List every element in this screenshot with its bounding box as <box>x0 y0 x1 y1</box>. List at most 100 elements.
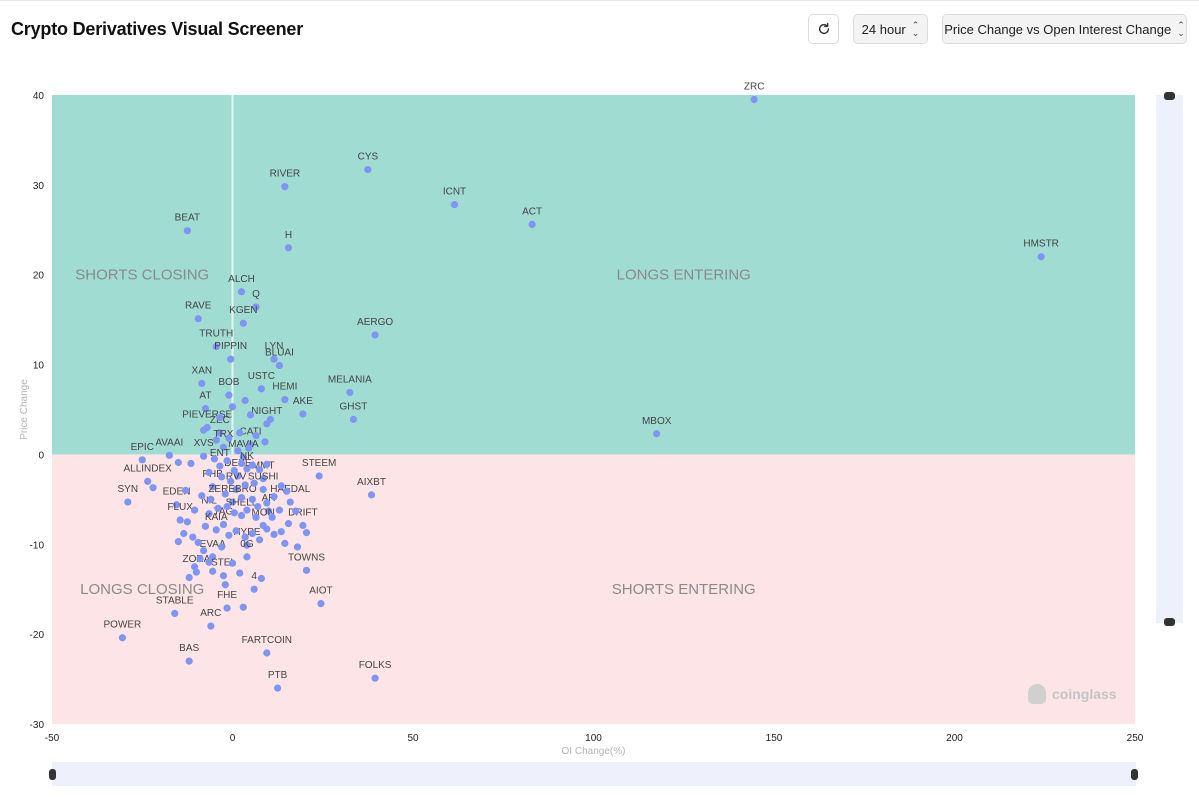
data-point[interactable] <box>243 465 251 473</box>
data-point[interactable] <box>216 413 224 422</box>
data-point[interactable] <box>263 649 271 657</box>
data-point[interactable] <box>219 572 228 580</box>
data-point[interactable] <box>174 458 182 467</box>
data-point[interactable] <box>367 491 376 499</box>
period-select[interactable]: 24 hour ⌃ ⌄ <box>853 14 928 44</box>
y-range-slider[interactable] <box>1156 92 1183 626</box>
data-point[interactable] <box>237 288 246 296</box>
y-slider-top-handle[interactable] <box>1164 92 1175 100</box>
data-point[interactable] <box>266 415 275 423</box>
data-point[interactable] <box>216 462 224 470</box>
data-point[interactable] <box>371 331 379 339</box>
data-point[interactable] <box>214 504 222 512</box>
data-point[interactable] <box>237 493 246 502</box>
data-point[interactable] <box>241 533 249 541</box>
data-point[interactable] <box>241 481 249 489</box>
data-point[interactable] <box>252 303 260 311</box>
data-point[interactable] <box>265 507 273 515</box>
data-point[interactable] <box>200 452 208 460</box>
data-point[interactable] <box>286 498 294 506</box>
data-point[interactable] <box>230 467 238 475</box>
data-point[interactable] <box>190 506 199 514</box>
data-point[interactable] <box>1037 253 1045 261</box>
data-point[interactable] <box>185 573 193 582</box>
x-range-slider[interactable] <box>49 762 1138 786</box>
data-point[interactable] <box>194 315 202 323</box>
data-point[interactable] <box>346 388 354 397</box>
data-point[interactable] <box>263 499 271 507</box>
data-point[interactable] <box>283 487 291 495</box>
data-point[interactable] <box>248 529 256 538</box>
data-point[interactable] <box>207 495 215 503</box>
data-point[interactable] <box>176 516 184 524</box>
data-point[interactable] <box>268 513 276 521</box>
data-point[interactable] <box>293 543 302 551</box>
data-point[interactable] <box>275 506 284 514</box>
data-point[interactable] <box>263 460 271 468</box>
data-point[interactable] <box>246 411 255 419</box>
data-point[interactable] <box>252 431 260 440</box>
data-point[interactable] <box>245 444 253 452</box>
data-point[interactable] <box>349 415 358 423</box>
data-point[interactable] <box>225 391 233 399</box>
data-point[interactable] <box>185 657 193 665</box>
data-point[interactable] <box>189 533 197 541</box>
data-point[interactable] <box>228 498 237 506</box>
refresh-button[interactable] <box>808 14 839 44</box>
data-point[interactable] <box>255 466 264 474</box>
data-point[interactable] <box>364 165 372 174</box>
data-point[interactable] <box>201 522 210 530</box>
data-point[interactable] <box>212 343 220 351</box>
data-point[interactable] <box>181 486 190 494</box>
data-point[interactable] <box>284 520 293 528</box>
data-point[interactable] <box>270 530 278 539</box>
data-point[interactable] <box>230 509 238 517</box>
data-point[interactable] <box>292 507 300 515</box>
data-point[interactable] <box>243 553 251 561</box>
data-point[interactable] <box>216 429 224 437</box>
data-point[interactable] <box>281 539 289 547</box>
data-point[interactable] <box>234 447 242 455</box>
data-point[interactable] <box>259 485 267 494</box>
data-point[interactable] <box>255 536 264 544</box>
data-point[interactable] <box>250 585 258 593</box>
data-point[interactable] <box>239 453 247 461</box>
data-point[interactable] <box>200 426 208 434</box>
data-point[interactable] <box>250 479 258 487</box>
data-point[interactable] <box>234 472 242 480</box>
data-point[interactable] <box>277 528 285 536</box>
data-point[interactable] <box>198 492 206 500</box>
data-point[interactable] <box>205 468 213 476</box>
data-point[interactable] <box>281 183 289 191</box>
data-point[interactable] <box>190 563 199 571</box>
data-point[interactable] <box>315 472 323 480</box>
data-point[interactable] <box>144 477 152 485</box>
data-point[interactable] <box>248 461 256 469</box>
data-point[interactable] <box>225 531 233 539</box>
data-point[interactable] <box>198 379 206 388</box>
data-point[interactable] <box>252 513 260 521</box>
data-point[interactable] <box>299 521 307 530</box>
data-point[interactable] <box>237 459 246 468</box>
data-point[interactable] <box>187 459 195 468</box>
data-point[interactable] <box>528 220 536 228</box>
data-point[interactable] <box>138 456 146 464</box>
metric-select[interactable]: Price Change vs Open Interest Change ⌃ ⌄ <box>942 14 1187 44</box>
data-point[interactable] <box>302 566 311 574</box>
data-point[interactable] <box>248 495 256 503</box>
data-point[interactable] <box>750 95 758 104</box>
data-point[interactable] <box>209 567 217 575</box>
data-point[interactable] <box>299 410 307 418</box>
data-point[interactable] <box>205 558 213 566</box>
data-point[interactable] <box>257 574 265 583</box>
data-point[interactable] <box>174 537 182 546</box>
data-point[interactable] <box>317 599 325 608</box>
data-point[interactable] <box>277 482 285 490</box>
data-point[interactable] <box>259 475 267 483</box>
data-point[interactable] <box>209 483 217 491</box>
data-point[interactable] <box>653 430 661 438</box>
data-point[interactable] <box>212 526 220 534</box>
data-point[interactable] <box>450 201 459 209</box>
data-point[interactable] <box>270 493 278 501</box>
data-point[interactable] <box>201 405 210 413</box>
